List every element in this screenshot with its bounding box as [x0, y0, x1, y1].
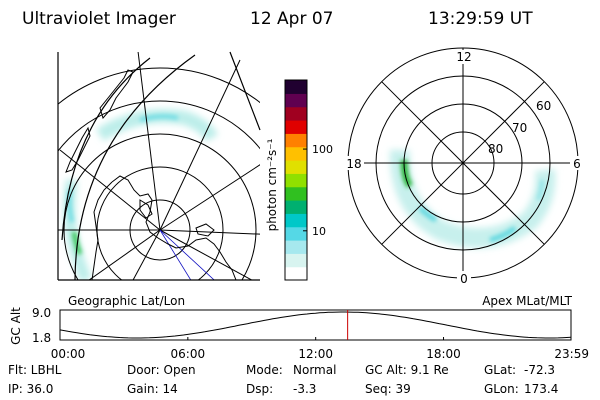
mlt-label-18: 18: [346, 157, 361, 171]
seq-readout: Seq: 39: [365, 382, 411, 396]
colorbar-cell: [285, 133, 307, 148]
door-readout: Door: Open: [127, 363, 196, 377]
glat-value: -72.3: [524, 363, 555, 377]
altitude-ytick-1-8: 1.8: [32, 331, 51, 345]
colorbar-cell: [285, 173, 307, 188]
observation-time: 13:29:59 UT: [428, 9, 533, 29]
geographic-map: [58, 52, 260, 280]
coastlines: [65, 69, 237, 280]
mode-label: Mode:: [246, 363, 283, 377]
gc-alt-readout: GC Alt: 9.1 Re: [365, 363, 449, 377]
colorbar: 100 10 photon cm⁻²s⁻¹: [265, 79, 333, 281]
altitude-x-tick-label: 06:00: [171, 347, 206, 361]
gain-readout: Gain: 14: [127, 382, 178, 396]
apex-panel-label: Apex MLat/MLT: [482, 294, 572, 308]
geo-frame: [57, 51, 261, 281]
colorbar-cell: [285, 120, 307, 134]
terminator-arcs: [61, 54, 196, 280]
altitude-x-tick-label: 23:59: [554, 347, 589, 361]
colorbar-cell: [285, 200, 307, 214]
colorbar-cell: [285, 226, 307, 241]
mlt-label-6: 6: [573, 157, 581, 171]
mlt-label-0: 0: [460, 272, 468, 286]
mlt-label-12: 12: [456, 50, 471, 64]
glon-label: GLon:: [484, 382, 519, 396]
colorbar-frame: [284, 79, 308, 281]
altitude-x-ticks: 00:00 06:00 12:00 18:00 23:59: [51, 337, 589, 361]
colorbar-cell: [285, 93, 307, 108]
filter-readout: Flt: LBHL: [8, 363, 62, 377]
altitude-plot: 00:00 06:00 12:00 18:00 23:59 GC Alt 9.0 1.8: [9, 306, 589, 361]
colorbar-tick-label: 100: [312, 143, 333, 156]
altitude-x-tick-label: 18:00: [426, 347, 461, 361]
colorbar-tick-label: 10: [312, 225, 326, 238]
glat-label: GLat:: [484, 363, 516, 377]
apex-mlt-spokes: [348, 48, 578, 278]
colorbar-cell: [285, 266, 307, 281]
colorbar-label: photon cm⁻²s⁻¹: [265, 138, 279, 231]
apex-polar-map: 12 18 6 0 60 70 80: [344, 47, 582, 286]
glon-value: 173.4: [524, 382, 558, 396]
geo-aurora-core: [67, 114, 179, 255]
dsp-label: Dsp:: [246, 382, 273, 396]
instrument-title: Ultraviolet Imager: [22, 9, 176, 29]
mlat-label-60: 60: [536, 99, 551, 113]
colorbar-cell: [285, 186, 307, 201]
dsp-value: -3.3: [293, 382, 316, 396]
colorbar-cell: [285, 80, 307, 94]
geo-meridians: [58, 52, 260, 280]
colorbar-cell: [285, 240, 307, 254]
mode-value: Normal: [293, 363, 336, 377]
colorbar-cell: [285, 160, 307, 174]
ip-readout: IP: 36.0: [8, 382, 53, 396]
altitude-ytick-9: 9.0: [32, 306, 51, 320]
colorbar-ticks: 100 10: [303, 143, 333, 238]
altitude-x-tick-label: 00:00: [51, 347, 86, 361]
mlat-label-70: 70: [512, 121, 527, 135]
mlat-label-80: 80: [488, 142, 503, 156]
colorbar-gradient: [285, 80, 307, 281]
geo-aurora-emission: [63, 109, 219, 280]
colorbar-cell: [285, 253, 307, 268]
info-panel: Flt: LBHL IP: 36.0 Door: Open Gain: 14 M…: [8, 363, 558, 396]
altitude-curve: [59, 311, 572, 339]
altitude-plot-frame: [59, 309, 572, 341]
observation-date: 12 Apr 07: [250, 9, 333, 29]
colorbar-cell: [285, 213, 307, 228]
colorbar-cell: [285, 146, 307, 161]
altitude-ylabel: GC Alt: [9, 307, 23, 345]
altitude-x-tick-label: 12:00: [298, 347, 333, 361]
colorbar-cell: [285, 106, 307, 121]
geographic-panel-label: Geographic Lat/Lon: [68, 294, 185, 308]
magnetic-meridians: [159, 229, 215, 280]
